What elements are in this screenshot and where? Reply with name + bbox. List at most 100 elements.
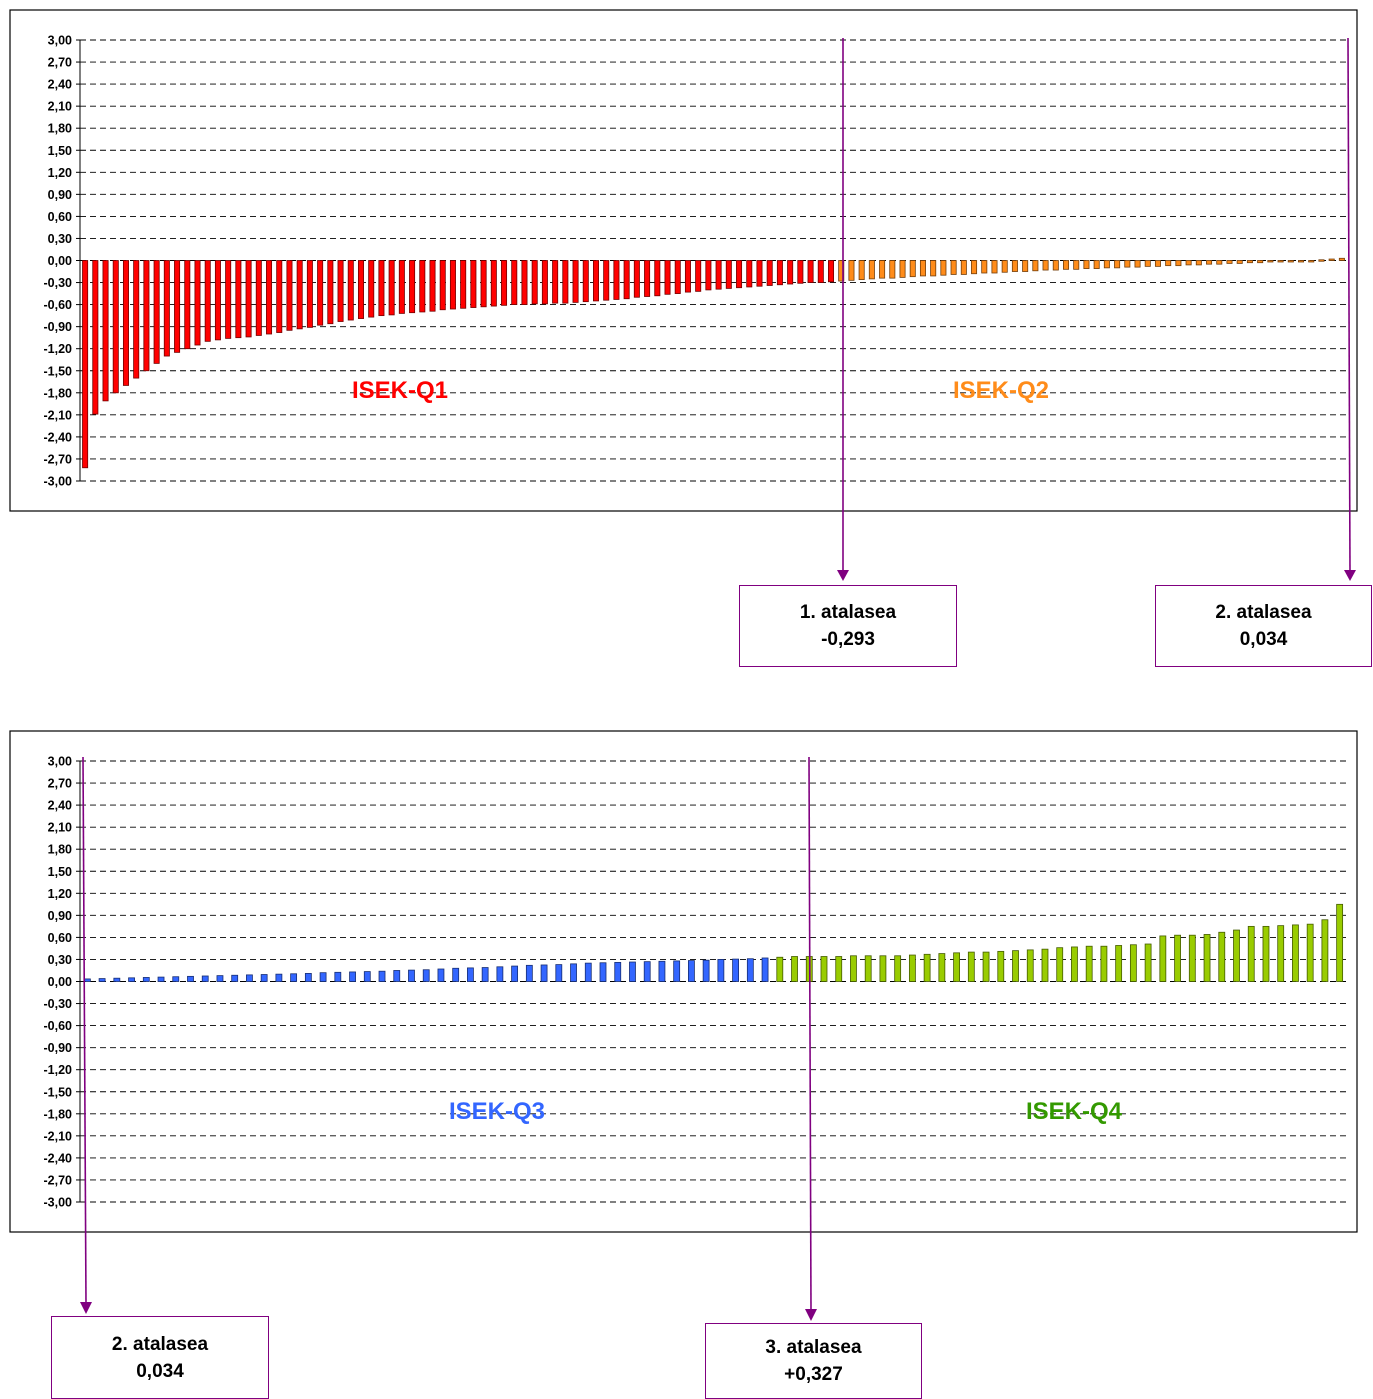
bar-isek-q1 [501, 260, 508, 306]
bar-isek-q4 [1012, 950, 1019, 982]
bar-isek-q1 [572, 260, 579, 303]
bar-isek-q3 [172, 976, 180, 982]
bar-isek-q1 [409, 260, 416, 314]
bar-isek-q1 [112, 260, 119, 394]
bar-isek-q2 [1022, 260, 1029, 272]
bar-isek-q1 [736, 260, 743, 289]
y-tick-label: 0,00 [48, 975, 72, 989]
y-tick-label: -3,00 [44, 475, 73, 489]
bar-isek-q4 [1129, 944, 1137, 982]
bar-isek-q2 [899, 260, 906, 278]
bar-isek-q1 [552, 260, 559, 304]
bar-isek-q1 [541, 260, 548, 305]
bar-isek-q3 [746, 958, 754, 982]
y-tick-label: -2,40 [44, 430, 73, 444]
bar-isek-q3 [187, 975, 194, 982]
bar-isek-q4 [820, 956, 828, 982]
bar-isek-q2 [1298, 260, 1305, 263]
threshold-3-callout: 3. atalasea +0,327 [705, 1323, 922, 1399]
bar-isek-q2 [1287, 260, 1294, 263]
bar-isek-q3 [319, 972, 327, 982]
y-tick-label: -1,50 [44, 364, 73, 378]
y-tick-label: -2,10 [44, 1129, 73, 1143]
bar-isek-q1 [623, 260, 630, 300]
bar-isek-q2 [1042, 260, 1049, 271]
bar-isek-q2 [1195, 260, 1202, 266]
bar-isek-q2 [1154, 260, 1161, 267]
bar-isek-q2 [960, 260, 967, 275]
bar-isek-q4 [791, 956, 798, 982]
bar-isek-q2 [1267, 260, 1274, 263]
bar-isek-q4 [1056, 947, 1064, 982]
bar-isek-q4 [1174, 934, 1181, 982]
bar-isek-q1 [184, 260, 191, 350]
bar-isek-q1 [419, 260, 426, 313]
threshold-2-value-bottom: 0,034 [136, 1360, 184, 1382]
bar-isek-q1 [194, 260, 201, 346]
bar-isek-q3 [290, 973, 298, 982]
bar-isek-q1 [674, 260, 681, 294]
bar-isek-q2 [1206, 260, 1213, 265]
bar-isek-q4 [1159, 935, 1167, 982]
y-tick-label: 0,30 [48, 232, 72, 246]
y-tick-label: 2,70 [48, 777, 72, 791]
bar-isek-q3 [260, 974, 268, 982]
bar-isek-q4 [1247, 925, 1255, 982]
threshold-1-arrow [837, 38, 849, 581]
y-tick-label: 0,60 [48, 931, 72, 945]
bar-isek-q2 [1308, 260, 1315, 263]
bar-isek-q1 [664, 260, 671, 295]
bar-isek-q3 [629, 961, 636, 982]
bar-isek-q1 [286, 260, 293, 331]
bar-isek-q3 [481, 967, 489, 982]
bar-isek-q1 [133, 260, 140, 379]
bar-isek-q4 [1262, 925, 1270, 982]
bar-isek-q1 [439, 260, 446, 311]
bar-isek-q4 [1321, 919, 1329, 982]
y-tick-label: 1,50 [48, 865, 72, 879]
bar-isek-q1 [766, 260, 773, 286]
bar-isek-q1 [480, 260, 487, 308]
bar-isek-q2 [1226, 260, 1233, 264]
bar-isek-q2 [1318, 259, 1325, 262]
bar-isek-q4 [1100, 945, 1108, 982]
isek-q4-label: ISEK-Q4 [1026, 1098, 1123, 1125]
bar-isek-q2 [1338, 257, 1345, 261]
bar-isek-q1 [429, 260, 436, 312]
bar-isek-q4 [923, 953, 931, 982]
bar-isek-q2 [930, 260, 937, 277]
bar-isek-q1 [306, 260, 313, 328]
y-tick-label: 2,40 [48, 78, 72, 92]
bar-isek-q2 [1124, 260, 1131, 268]
bar-isek-q4 [1115, 945, 1123, 982]
bar-isek-q1 [776, 260, 783, 286]
bar-isek-q1 [92, 260, 99, 415]
bar-isek-q2 [1063, 260, 1070, 270]
bar-isek-q2 [919, 260, 926, 277]
y-tick-label: 1,80 [48, 843, 72, 857]
bar-isek-q1 [603, 260, 610, 301]
bar-isek-q1 [204, 260, 211, 342]
y-tick-label: 2,10 [48, 100, 72, 114]
bar-isek-q4 [879, 955, 887, 982]
bar-isek-q3 [378, 970, 386, 982]
bar-isek-q2 [1175, 260, 1182, 267]
bar-isek-q2 [950, 260, 957, 275]
y-tick-label: 1,50 [48, 144, 72, 158]
bar-isek-q4 [1071, 946, 1078, 982]
bar-isek-q4 [1203, 934, 1211, 982]
bar-isek-q4 [894, 955, 902, 982]
bar-isek-q3 [673, 960, 681, 982]
bar-isek-q4 [1233, 929, 1240, 982]
bar-isek-q2 [971, 260, 978, 275]
bar-isek-q1 [644, 260, 651, 297]
bar-isek-q3 [408, 969, 415, 982]
bar-isek-q3 [584, 962, 592, 982]
bar-isek-q3 [555, 964, 563, 982]
y-tick-label: -0,60 [44, 1019, 73, 1033]
bar-isek-q1 [327, 260, 334, 325]
bar-isek-q4 [1085, 945, 1093, 982]
bar-isek-q4 [1026, 949, 1034, 982]
isek-q3-label: ISEK-Q3 [449, 1098, 545, 1125]
bar-isek-q4 [1218, 931, 1226, 982]
